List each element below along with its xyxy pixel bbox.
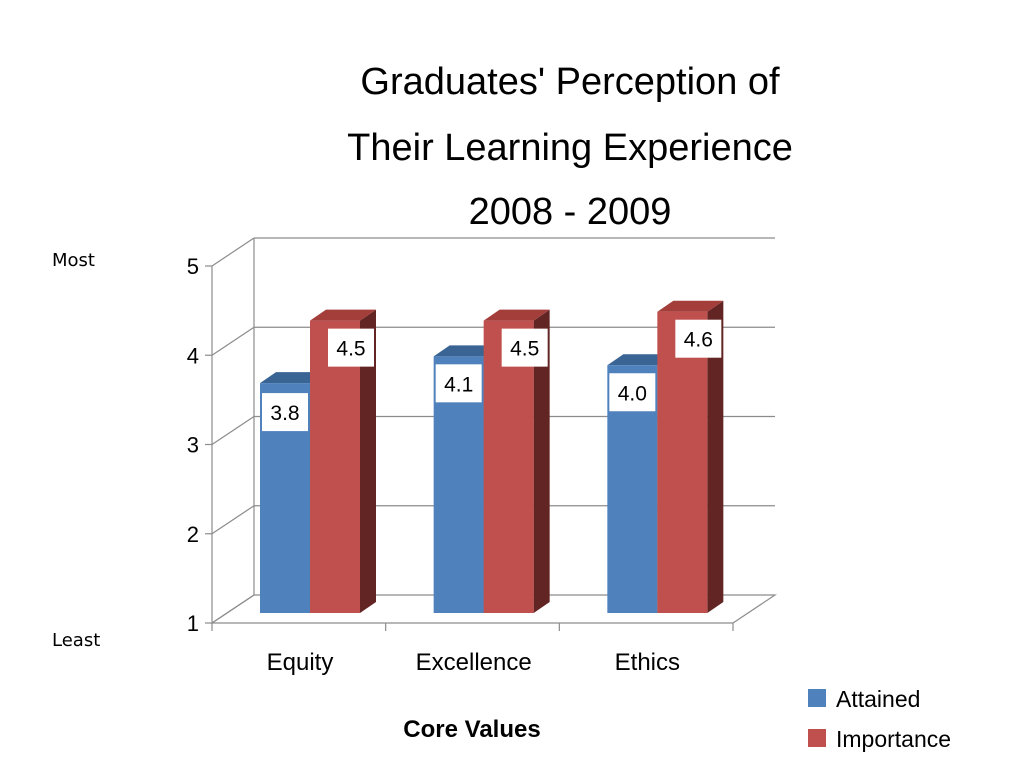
y-tick-label: 3 bbox=[187, 433, 199, 458]
data-label-box bbox=[609, 373, 656, 412]
legend-label-importance: Importance bbox=[836, 726, 951, 752]
data-label-text: 3.8 bbox=[270, 402, 299, 425]
bar-side bbox=[707, 300, 724, 613]
bar-importance-ethics bbox=[657, 300, 724, 613]
bar-importance-equity bbox=[310, 309, 376, 613]
chart-title: Graduates' Perception of Their Learning … bbox=[347, 61, 793, 233]
data-label-text: 4.5 bbox=[336, 338, 365, 361]
data-labels: 3.8 4.1 4.0 4.5 4.5 4.6 bbox=[262, 319, 722, 432]
bar-top bbox=[607, 354, 674, 366]
data-label-text: 4.0 bbox=[618, 382, 647, 405]
bar-front bbox=[657, 311, 708, 613]
legend-swatch-attained bbox=[808, 689, 826, 707]
y-tick-label: 1 bbox=[187, 611, 199, 636]
data-label: 3.8 bbox=[262, 393, 308, 432]
gridline-side bbox=[211, 326, 255, 356]
data-label: 4.5 bbox=[328, 328, 374, 367]
data-label-box bbox=[675, 319, 722, 358]
data-label: 4.5 bbox=[501, 328, 548, 367]
y-tick-label: 4 bbox=[187, 343, 199, 368]
data-label-box bbox=[328, 328, 374, 367]
y-tick-label: 5 bbox=[187, 254, 199, 279]
x-axis-label: Core Values bbox=[403, 716, 540, 743]
gridline-side bbox=[211, 505, 255, 535]
category-labels: Equity Excellence Ethics bbox=[267, 649, 680, 676]
gridline-side bbox=[211, 237, 255, 267]
legend-swatch-importance bbox=[808, 729, 826, 747]
axes bbox=[205, 238, 777, 631]
category-label: Ethics bbox=[615, 649, 680, 676]
data-label-box bbox=[262, 393, 308, 432]
legend: Attained Importance bbox=[808, 686, 951, 752]
bar-side bbox=[533, 309, 550, 613]
chart-title-line-3: 2008 - 2009 bbox=[469, 191, 672, 233]
data-label: 4.1 bbox=[435, 364, 482, 403]
category-label: Excellence bbox=[416, 649, 532, 676]
data-label: 4.0 bbox=[609, 373, 656, 412]
data-label-text: 4.1 bbox=[444, 373, 473, 396]
y-top-label: Most bbox=[52, 250, 95, 271]
bar-top bbox=[260, 372, 326, 384]
bar-top bbox=[483, 309, 550, 321]
data-label-box bbox=[435, 364, 482, 403]
bar-front bbox=[310, 320, 360, 613]
chart-title-line-2: Their Learning Experience bbox=[347, 127, 793, 169]
chart-title-line-1: Graduates' Perception of bbox=[360, 61, 780, 103]
y-bottom-label: Least bbox=[52, 630, 100, 651]
bar-top bbox=[433, 345, 500, 357]
bar-top bbox=[657, 300, 724, 312]
data-label: 4.6 bbox=[675, 319, 722, 358]
bar-top bbox=[310, 309, 376, 321]
gridline-side bbox=[211, 416, 255, 445]
y-tick-label: 2 bbox=[187, 522, 199, 547]
category-label: Equity bbox=[267, 649, 334, 676]
data-label-box bbox=[501, 328, 548, 367]
bar-side bbox=[360, 309, 376, 613]
y-tick-labels: 1 2 3 4 5 bbox=[187, 254, 199, 636]
bar-front bbox=[483, 320, 534, 613]
data-label-text: 4.6 bbox=[684, 329, 713, 352]
bar-importance-excellence bbox=[483, 309, 550, 613]
legend-label-attained: Attained bbox=[836, 686, 920, 712]
data-label-text: 4.5 bbox=[510, 338, 539, 361]
